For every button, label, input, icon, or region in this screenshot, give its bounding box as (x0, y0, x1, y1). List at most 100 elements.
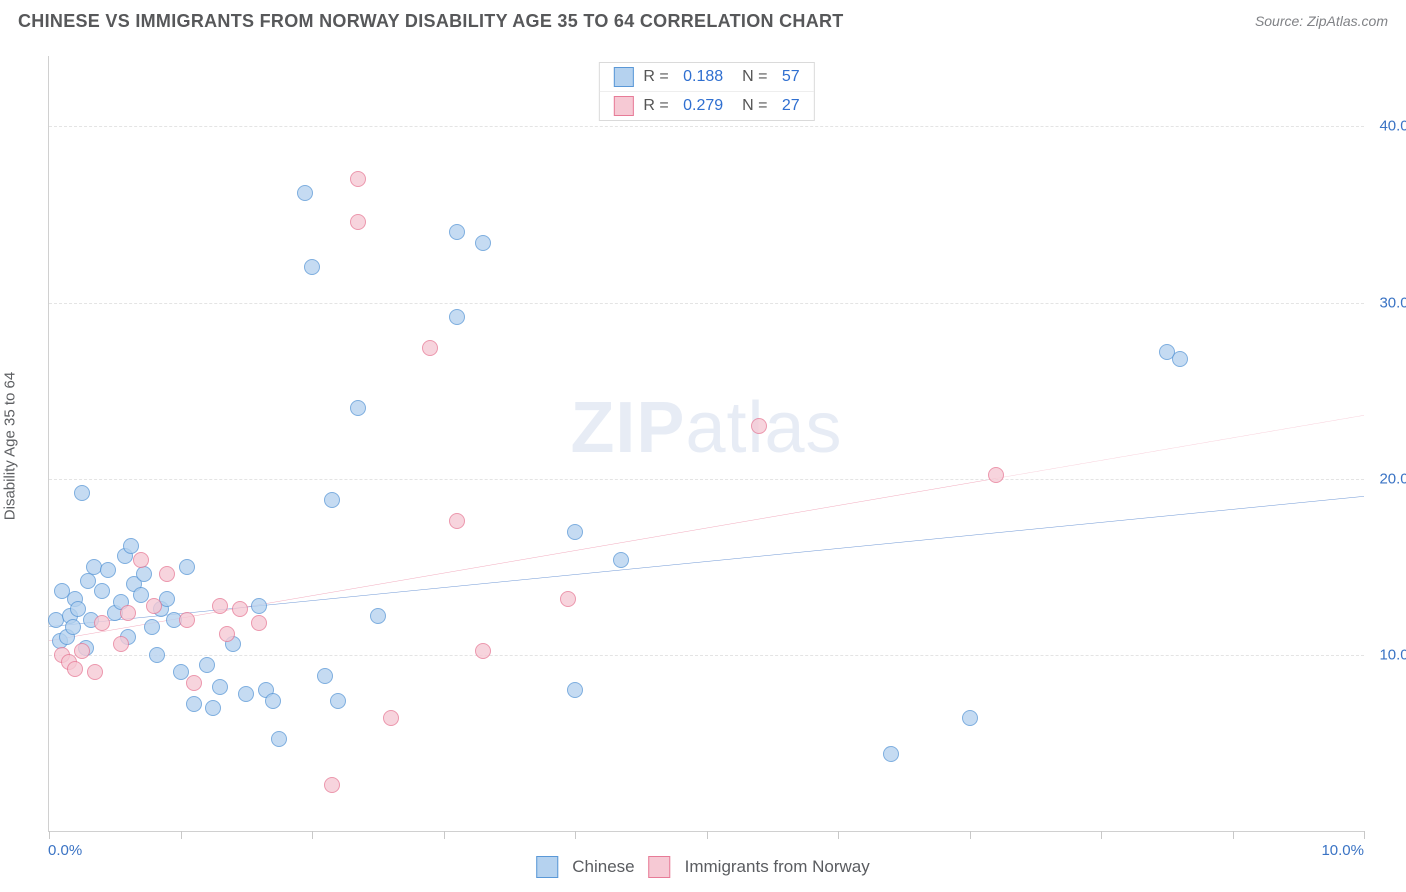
watermark: ZIPatlas (570, 387, 842, 469)
data-point (86, 559, 102, 575)
data-point (212, 598, 228, 614)
legend-n-value: 27 (782, 97, 800, 115)
data-point (136, 566, 152, 582)
data-point (350, 400, 366, 416)
x-axis-tick (181, 831, 182, 839)
legend-row: R = 0.279 N = 27 (599, 91, 813, 120)
data-point (883, 746, 899, 762)
y-axis-tick-label: 10.0% (1368, 646, 1406, 663)
data-point (133, 552, 149, 568)
data-point (238, 686, 254, 702)
data-point (962, 710, 978, 726)
x-axis-tick-right: 10.0% (1321, 842, 1364, 859)
data-point (87, 664, 103, 680)
data-point (232, 601, 248, 617)
legend-swatch (613, 67, 633, 87)
legend-series-label: Immigrants from Norway (685, 857, 870, 877)
x-axis-tick (838, 831, 839, 839)
gridline (49, 655, 1364, 656)
trend-lines (49, 56, 1364, 831)
data-point (265, 693, 281, 709)
data-point (449, 513, 465, 529)
plot-area: ZIPatlas R = 0.188 N = 57R = 0.279 N = 2… (48, 56, 1364, 832)
data-point (74, 485, 90, 501)
legend-swatch (649, 856, 671, 878)
legend-series-label: Chinese (572, 857, 634, 877)
data-point (205, 700, 221, 716)
y-axis-tick-label: 30.0% (1368, 294, 1406, 311)
data-point (179, 559, 195, 575)
legend-row: R = 0.188 N = 57 (599, 63, 813, 91)
data-point (324, 492, 340, 508)
data-point (146, 598, 162, 614)
x-axis-tick (444, 831, 445, 839)
legend-r-label: R = (643, 68, 673, 86)
y-axis-tick-label: 20.0% (1368, 470, 1406, 487)
data-point (65, 619, 81, 635)
data-point (297, 185, 313, 201)
data-point (567, 524, 583, 540)
gridline (49, 303, 1364, 304)
x-axis-tick (49, 831, 50, 839)
data-point (475, 235, 491, 251)
data-point (186, 696, 202, 712)
x-axis-tick (1364, 831, 1365, 839)
data-point (149, 647, 165, 663)
data-point (330, 693, 346, 709)
trend-line-dashed (996, 415, 1364, 478)
data-point (186, 675, 202, 691)
y-axis-label: Disability Age 35 to 64 (2, 372, 19, 520)
data-point (113, 636, 129, 652)
data-point (199, 657, 215, 673)
legend-correlation: R = 0.188 N = 57R = 0.279 N = 27 (598, 62, 814, 121)
data-point (100, 562, 116, 578)
data-point (159, 566, 175, 582)
legend-series: Chinese Immigrants from Norway (536, 856, 870, 878)
data-point (613, 552, 629, 568)
legend-r-value: 0.188 (683, 68, 723, 86)
y-axis-tick-label: 40.0% (1368, 118, 1406, 135)
source-label: Source: ZipAtlas.com (1255, 13, 1388, 29)
header: CHINESE VS IMMIGRANTS FROM NORWAY DISABI… (0, 0, 1406, 42)
data-point (350, 171, 366, 187)
legend-swatch (613, 96, 633, 116)
data-point (560, 591, 576, 607)
data-point (271, 731, 287, 747)
data-point (422, 340, 438, 356)
data-point (751, 418, 767, 434)
data-point (449, 309, 465, 325)
data-point (94, 615, 110, 631)
data-point (120, 605, 136, 621)
data-point (475, 643, 491, 659)
data-point (67, 661, 83, 677)
x-axis-tick (970, 831, 971, 839)
x-axis-tick (312, 831, 313, 839)
x-axis-tick (575, 831, 576, 839)
x-axis-tick (1233, 831, 1234, 839)
data-point (350, 214, 366, 230)
legend-r-label: R = (643, 97, 673, 115)
data-point (123, 538, 139, 554)
data-point (219, 626, 235, 642)
data-point (251, 615, 267, 631)
data-point (212, 679, 228, 695)
x-axis-tick-left: 0.0% (48, 842, 82, 859)
legend-n-value: 57 (782, 68, 800, 86)
x-axis-tick (1101, 831, 1102, 839)
legend-n-label: N = (733, 68, 772, 86)
legend-r-value: 0.279 (683, 97, 723, 115)
gridline (49, 479, 1364, 480)
legend-swatch (536, 856, 558, 878)
x-axis-tick (707, 831, 708, 839)
data-point (304, 259, 320, 275)
gridline (49, 126, 1364, 127)
data-point (383, 710, 399, 726)
watermark-bold: ZIP (570, 388, 685, 468)
data-point (1172, 351, 1188, 367)
data-point (144, 619, 160, 635)
data-point (74, 643, 90, 659)
legend-n-label: N = (733, 97, 772, 115)
data-point (988, 467, 1004, 483)
data-point (251, 598, 267, 614)
data-point (370, 608, 386, 624)
